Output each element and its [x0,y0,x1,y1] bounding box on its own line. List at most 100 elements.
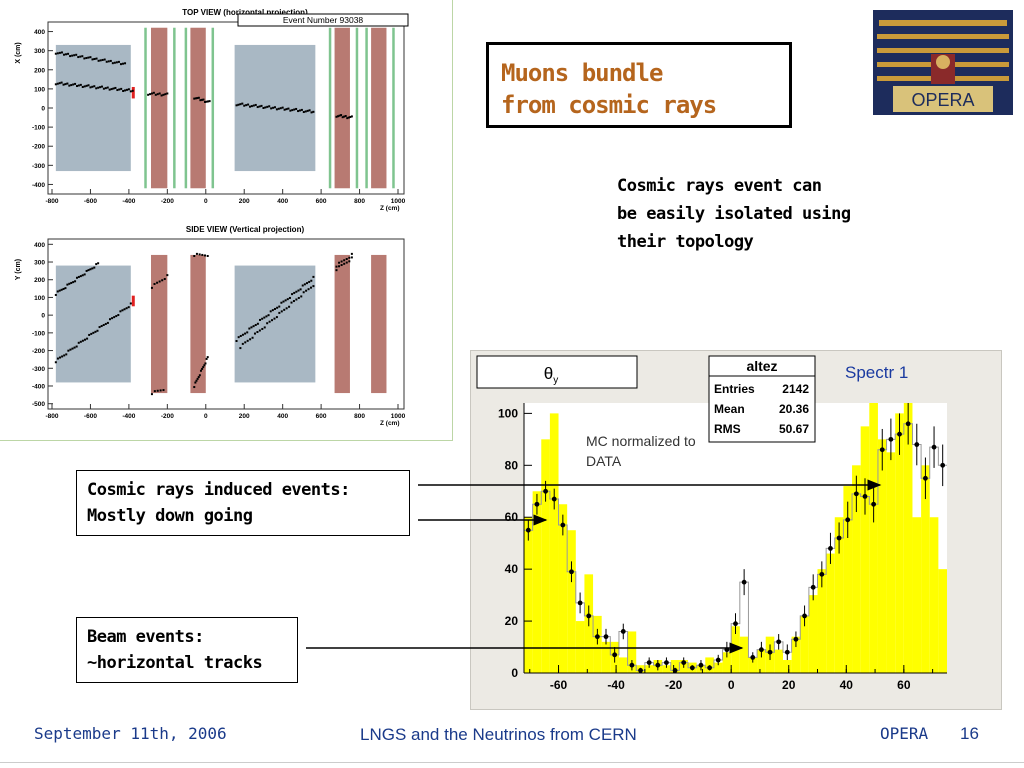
track-hit [147,93,150,96]
track-hit [103,58,106,61]
x-axis-label: Z (cm) [380,420,400,427]
track-hit [121,309,124,312]
track-hit [74,280,77,283]
data-point [888,436,894,442]
track-hit [280,301,283,304]
track-hit [68,84,71,87]
data-point [612,652,618,658]
x-tick-label: 1000 [391,198,406,205]
track-hit [235,340,238,342]
track-hit [300,295,303,298]
track-hit [71,347,74,350]
x-tick-label: 400 [277,413,288,420]
track-hit [348,260,351,263]
data-point [560,522,566,528]
track-hit [241,333,244,336]
track-hit [203,364,206,367]
stats-box: altez Entries 2142 Mean 20.36 RMS 50.67 [708,355,816,443]
data-point [862,494,868,499]
track-hit [265,315,268,318]
track-hit [77,84,80,87]
event-number-box [237,13,409,27]
drift-tube-plane [144,27,147,189]
track-hit [122,89,125,92]
track-hit [124,62,127,65]
y-tick-label: 0 [41,313,45,320]
track-hit [343,259,346,262]
track-hit [309,286,312,289]
track-hit [237,103,240,106]
track-hit [295,298,298,301]
track-hit [290,301,293,304]
track-hit [93,57,96,60]
data-point [733,621,738,627]
track-hit [204,100,207,103]
mc-bar [670,660,680,673]
track-hit [73,54,76,57]
track-hit [246,339,249,342]
mc-bar [662,665,671,673]
data-point [698,662,704,668]
track-hit [63,354,66,357]
spectrometer-magnet [190,254,206,394]
track-hit [289,109,292,112]
track-hit [254,103,257,106]
track-hit [335,269,338,272]
x-tick-label: 20 [782,678,796,692]
track-hit [301,284,304,287]
mc-bar [826,553,835,673]
y-tick-label: 200 [34,277,45,284]
event-display-panel: TOP VIEW (horizontal projection) X (cm) 40… [0,0,453,441]
track-hit [303,283,306,286]
track-hit [288,305,291,308]
track-hit [54,83,57,86]
data-point [819,571,825,577]
data-point [845,517,851,523]
track-hit [89,56,92,59]
track-hit [201,367,204,370]
footer-date: September 11th, 2006 [34,724,227,743]
track-hit [54,293,57,296]
track-hit [87,269,90,272]
track-hit [105,60,108,63]
track-hit [272,106,275,109]
track-hit [292,300,295,303]
track-hit [350,115,353,118]
track-hit [72,83,75,86]
track-hit [98,326,101,329]
track-hit [279,107,282,110]
mc-annotation: MC normalized to [586,433,696,449]
data-point [586,613,592,619]
track-hit [100,85,103,88]
x-tick-label: 0 [204,413,208,420]
track-hit [340,264,343,267]
mc-annotation: DATA [586,453,622,469]
track-hit [150,92,153,95]
track-hit [108,88,111,91]
track-hit [62,53,65,56]
track-hit [300,108,303,111]
track-hit [117,314,120,317]
track-hit [312,110,315,113]
track-hit [283,308,286,311]
track-hit [250,105,253,108]
track-hit [196,377,199,380]
target-module [55,265,131,383]
track-hit [306,282,309,285]
track-hit [156,281,159,284]
track-hit [79,275,82,278]
track-hit [94,330,97,333]
x-tick-label: 1000 [391,413,406,420]
title-box [476,355,638,389]
track-hit [113,316,116,319]
mc-bar [722,652,732,673]
y-tick-label: 80 [505,458,519,472]
track-hit [205,100,208,103]
track-hit [158,280,161,283]
target-module [55,44,131,172]
track-hit [69,55,72,58]
page-number: 16 [960,724,979,743]
mc-bar [541,439,550,673]
track-hit [102,323,105,326]
data-point [871,501,877,507]
